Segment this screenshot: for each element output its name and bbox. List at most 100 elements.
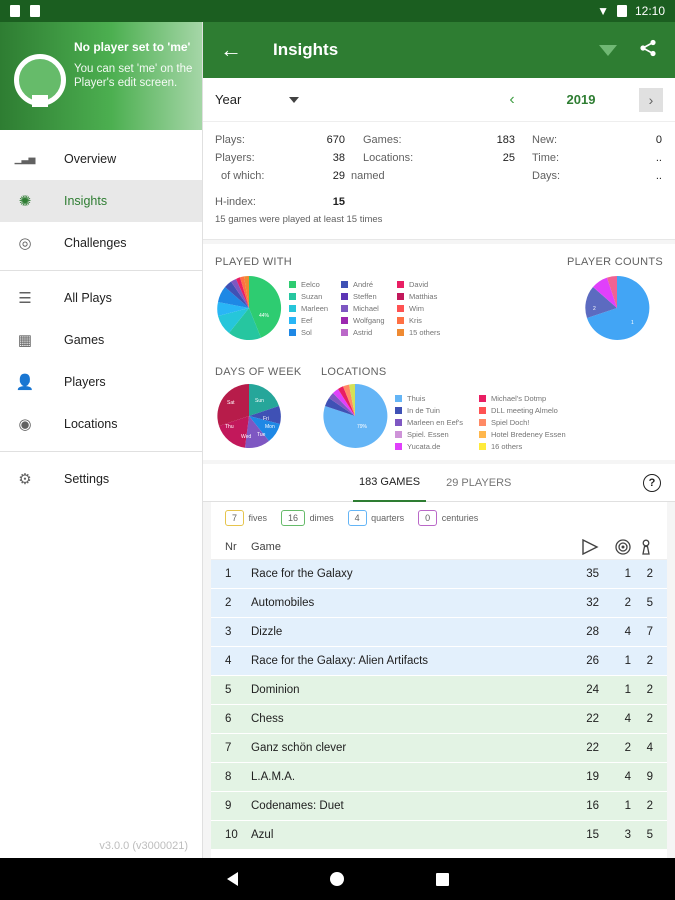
table-row[interactable]: 3 Dizzle 28 4 7	[211, 618, 667, 647]
checkerboard-icon: ▦	[17, 332, 33, 349]
cell-game: Dizzle	[251, 626, 283, 638]
hindex-label: H-index:	[215, 196, 256, 208]
dow-label-mon: Mon	[265, 424, 275, 430]
table-row[interactable]: 7 Ganz schön clever 22 2 4	[211, 734, 667, 763]
sidebar-item-all-plays[interactable]: ☰ All Plays	[0, 277, 202, 319]
legend-label: Thuis	[407, 393, 426, 403]
cell-b: 7	[646, 626, 653, 638]
battery-icon	[616, 5, 627, 17]
legend-swatch	[341, 316, 348, 324]
page-title: Insights	[273, 40, 339, 59]
tab-games[interactable]: 183 GAMES	[353, 464, 427, 502]
dow-label-fri: Fri	[263, 416, 269, 422]
plays-column-icon[interactable]	[567, 538, 607, 555]
legend-item: Kris	[397, 314, 453, 326]
legend-swatch	[397, 280, 404, 288]
legend-label: Spiel. Essen	[407, 429, 449, 439]
share-icon[interactable]	[639, 39, 657, 62]
of-which-label: of which:	[221, 170, 265, 182]
cell-game: Race for the Galaxy	[251, 568, 353, 580]
locations-pie[interactable]: 79%	[321, 382, 389, 450]
col-header-game[interactable]: Game	[251, 540, 281, 553]
year-value: 2019	[566, 92, 596, 107]
sidebar-item-overview[interactable]: ▁▃▅ Overview	[0, 138, 202, 180]
legend-swatch	[289, 316, 296, 324]
cell-b: 5	[646, 829, 653, 841]
legend-label: Yucata.de	[407, 441, 441, 451]
tab-players[interactable]: 29 PLAYERS	[446, 476, 512, 489]
legend-swatch	[479, 406, 486, 414]
days-label: Days:	[532, 170, 561, 182]
cell-plays: 35	[586, 568, 599, 580]
status-time: 12:10	[634, 4, 665, 18]
player-counts-pie[interactable]: 2 1	[583, 274, 651, 342]
table-row[interactable]: 10 Azul 15 3 5	[211, 821, 667, 850]
legend-item: DLL meeting Almelo	[479, 404, 579, 416]
sidebar-item-label: Insights	[64, 194, 108, 208]
cell-a: 1	[624, 800, 631, 812]
played-with-pie[interactable]: 44%	[215, 274, 283, 342]
photo-notification-icon	[30, 5, 40, 17]
cell-plays: 28	[586, 626, 599, 638]
next-year-button[interactable]: ›	[639, 87, 663, 112]
played-with-pie-label: 44%	[259, 313, 270, 319]
sidebar-item-settings[interactable]: ⚙ Settings	[0, 458, 202, 500]
badge-label: fives	[248, 513, 268, 523]
dow-label-sun: Sun	[255, 398, 264, 404]
filter-icon[interactable]	[599, 44, 617, 56]
games-value: 183	[496, 134, 515, 146]
sidebar-item-label: Locations	[64, 417, 118, 431]
table-row[interactable]: 5 Dominion 24 1 2	[211, 676, 667, 705]
legend-item: Spiel Doch!	[479, 416, 579, 428]
sidebar-item-challenges[interactable]: ◎ Challenges	[0, 222, 202, 264]
plays-value: 670	[326, 134, 345, 146]
legend-label: Kris	[409, 315, 422, 325]
col-header-nr: Nr	[225, 540, 237, 553]
legend-label: Astrid	[353, 327, 373, 337]
table-row[interactable]: 4 Race for the Galaxy: Alien Artifacts 26 1…	[211, 647, 667, 676]
divider	[0, 270, 202, 271]
days-of-week-pie[interactable]: Sat Sun Thu Wed Fri Mon Tue	[215, 382, 283, 450]
sidebar-item-locations[interactable]: ◉ Locations	[0, 403, 202, 445]
badge-count: 0	[418, 510, 438, 526]
cell-nr: 8	[225, 771, 232, 783]
pawn-column-icon[interactable]	[637, 539, 667, 555]
legend-swatch	[397, 292, 404, 300]
legend-swatch	[395, 406, 402, 414]
help-icon[interactable]: ?	[643, 473, 661, 492]
played-with-legend: Eelco André David Suzan Steffen Matthias Marle…	[289, 278, 453, 338]
table-row[interactable]: 6 Chess 22 4 2	[211, 705, 667, 734]
system-recents-icon[interactable]	[435, 872, 449, 886]
legend-label: Hotel Bredeney Essen	[491, 429, 566, 439]
legend-label: Eef	[301, 315, 313, 325]
table-row[interactable]: 1 Race for the Galaxy 35 1 2	[211, 560, 667, 589]
back-arrow-icon[interactable]: ←	[220, 37, 242, 62]
target-column-icon[interactable]	[607, 538, 637, 555]
table-row[interactable]: 8 L.A.M.A. 19 4 9	[211, 763, 667, 792]
insight-charts: PLAYED WITH 44% Eelco André David Suzan Stef…	[203, 244, 675, 460]
cell-nr: 2	[225, 597, 232, 609]
cell-a: 1	[624, 655, 631, 667]
sidebar-item-label: Settings	[64, 472, 110, 486]
system-back-icon[interactable]	[226, 872, 238, 886]
target-icon: ◎	[18, 235, 32, 252]
legend-swatch	[479, 418, 486, 426]
app-bar: ← Insights	[203, 22, 675, 78]
legend-label: Sol	[301, 327, 312, 337]
badge-dimes: 16 dimes	[281, 510, 334, 526]
period-type-dropdown[interactable]: Year	[215, 92, 300, 107]
legend-item: Wim	[397, 302, 453, 314]
cell-b: 4	[646, 742, 653, 754]
system-home-icon[interactable]	[329, 872, 344, 886]
sidebar-item-players[interactable]: 👤 Players	[0, 361, 202, 403]
previous-year-button[interactable]: ‹	[509, 90, 515, 108]
legend-item: Hotel Bredeney Essen	[479, 428, 579, 440]
sidebar-item-games[interactable]: ▦ Games	[0, 319, 202, 361]
drawer-header[interactable]: No player set to 'me' You can set 'me' o…	[0, 22, 202, 130]
table-row[interactable]: 2 Automobiles 32 2 5	[211, 589, 667, 618]
table-row[interactable]: 9 Codenames: Duet 16 1 2	[211, 792, 667, 821]
legend-swatch	[341, 304, 348, 312]
badge-centuries: 0 centuries	[418, 510, 478, 526]
sidebar-item-label: Challenges	[64, 236, 127, 250]
sidebar-item-insights[interactable]: ✺ Insights	[0, 180, 202, 222]
